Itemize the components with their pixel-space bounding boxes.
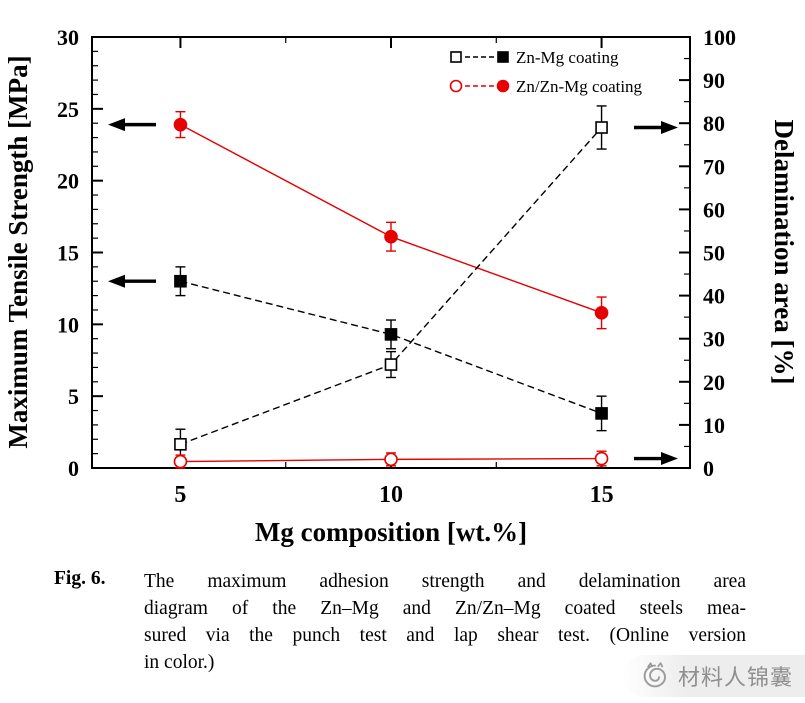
y-left-tick-label: 25: [57, 97, 79, 122]
series-1: [173, 111, 609, 330]
axis-indicator-arrow: [108, 274, 156, 288]
caption-line: sured via the punch test and lap shear t…: [144, 625, 746, 646]
series-2: [174, 105, 608, 461]
axis-indicator-arrow: [108, 118, 156, 132]
y-right-tick-label: 10: [703, 413, 725, 438]
filled-circle-marker: [173, 117, 188, 132]
series-line: [180, 127, 603, 445]
y-right-tick-label: 40: [703, 284, 725, 309]
ticks: [92, 36, 690, 469]
legend-label: Zn-Mg coating: [516, 48, 619, 67]
filled-circle-marker: [384, 229, 398, 244]
tick-labels: 0 5 10 15 20 25 30 0 10 20 30 40 50 60 70 80 90 100 5 10 15: [57, 25, 736, 508]
y-right-tick-label: 30: [703, 327, 725, 352]
filled-square-marker: [595, 407, 608, 420]
arrow-head: [108, 274, 125, 288]
y-left-tick-label: 30: [57, 25, 79, 50]
open-circle-marker: [173, 454, 188, 469]
series-line: [180, 280, 602, 415]
open-square-marker: [450, 51, 462, 63]
x-tick-label: 10: [379, 482, 403, 508]
x-tick-label: 15: [590, 482, 614, 508]
filled-square-marker: [497, 51, 509, 63]
open-square-marker: [595, 121, 608, 134]
x-tick-label: 5: [174, 482, 186, 508]
legend-item: Zn/Zn-Mg coating: [449, 77, 643, 96]
legend-label: Zn/Zn-Mg coating: [516, 77, 643, 96]
watermark-logo-icon: [643, 662, 666, 688]
y-right-tick-label: 20: [703, 370, 725, 395]
y-left-tick-label: 20: [57, 169, 79, 194]
caption-text: The maximum adhesion strength and delami…: [144, 568, 746, 676]
y-right-tick-label: 50: [703, 241, 725, 266]
y-right-tick-label: 80: [703, 111, 725, 136]
y-right-tick-label: 100: [703, 25, 736, 50]
y-left-tick-label: 15: [57, 241, 79, 266]
y-right-tick-label: 90: [703, 68, 725, 93]
y-left-tick-label: 5: [68, 384, 79, 409]
x-axis-title: Mg composition [wt.%]: [255, 517, 527, 547]
figure-caption: Fig. 6. The maximum adhesion strength an…: [54, 568, 746, 676]
open-square-marker: [174, 437, 187, 451]
axis-indicator-arrow: [634, 121, 678, 135]
open-circle-marker: [594, 451, 609, 466]
plot-frame: [91, 36, 691, 469]
plot-area: 0 5 10 15 20 25 30 0 10 20 30 40 50 60 70 80 90 100 5 10 15 Z…: [57, 25, 736, 508]
filled-circle-marker: [496, 79, 510, 93]
arrow-head: [661, 452, 678, 466]
caption-line: The maximum adhesion strength and delami…: [144, 571, 746, 592]
filled-square-marker: [384, 328, 398, 341]
filled-square-marker: [174, 274, 187, 288]
caption-line: in color.): [144, 652, 215, 673]
series-0: [174, 266, 608, 432]
caption-line: diagram of the Zn–Mg and Zn/Zn–Mg coated…: [144, 598, 746, 619]
open-square-marker: [384, 358, 398, 371]
y-right-tick-label: 0: [703, 456, 714, 481]
figure-number: Fig. 6.: [54, 568, 106, 589]
series-3: [173, 450, 609, 469]
left-axis-title: Maximum Tensile Strength [MPa]: [3, 55, 33, 448]
y-right-tick-label: 70: [703, 154, 725, 179]
arrow-head: [108, 118, 125, 132]
open-circle-marker: [449, 79, 463, 93]
filled-circle-marker: [594, 306, 609, 320]
watermark-text: 材料人锦囊: [677, 665, 793, 690]
y-right-tick-label: 60: [703, 197, 725, 222]
legend-item: Zn-Mg coating: [450, 48, 619, 67]
arrow-head: [661, 121, 678, 135]
y-left-tick-label: 0: [68, 456, 79, 481]
open-circle-marker: [384, 452, 398, 467]
right-axis-title: Delamination area [%]: [769, 120, 799, 385]
watermark: 材料人锦囊: [622, 655, 805, 697]
series-line: [180, 124, 602, 314]
y-left-tick-label: 10: [57, 312, 79, 337]
chart-canvas: 0 5 10 15 20 25 30 0 10 20 30 40 50 60 70 80 90 100 5 10 15 Z…: [3, 25, 799, 547]
axis-indicator-arrow: [634, 452, 678, 466]
